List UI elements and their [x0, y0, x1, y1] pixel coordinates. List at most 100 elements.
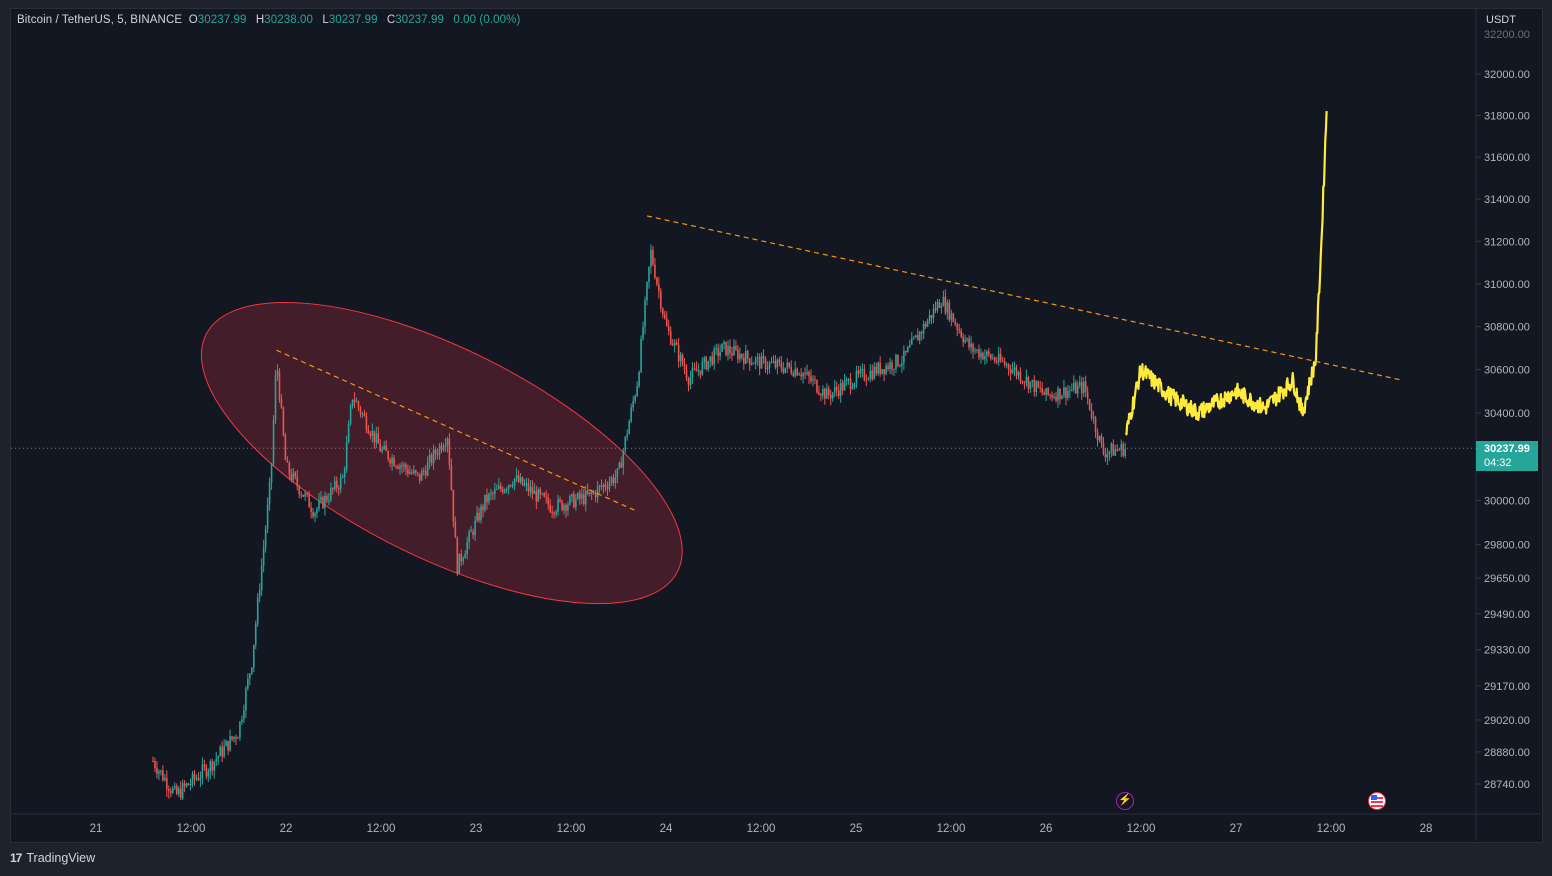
candle [1084, 375, 1087, 398]
candle-body [179, 788, 182, 799]
candle-body [644, 300, 646, 327]
candle-body [1027, 376, 1030, 389]
symbol-title[interactable]: Bitcoin / TetherUS, 5, BINANCE [17, 14, 183, 26]
candle-body [786, 362, 789, 368]
candle-body [881, 369, 883, 374]
candle [365, 412, 368, 434]
candle [468, 529, 470, 549]
candle [322, 495, 324, 510]
candle-body [865, 379, 868, 381]
candle-body [1098, 435, 1101, 441]
candle-body [636, 385, 638, 396]
candle-body [871, 370, 874, 379]
candle [367, 424, 370, 435]
candle [1031, 379, 1034, 388]
candle-body [752, 363, 755, 365]
candle [179, 781, 182, 800]
candle [488, 492, 490, 505]
candle [782, 361, 785, 375]
candle [397, 464, 399, 470]
chart-panel[interactable] [10, 8, 1543, 843]
candle-body [824, 388, 826, 399]
candle-body [197, 778, 200, 780]
candle-body [517, 475, 520, 482]
candle [995, 356, 998, 365]
candle-body [1069, 390, 1071, 392]
tradingview-branding[interactable]: 17 TradingView [10, 851, 95, 865]
candle-body [330, 488, 332, 501]
candle [567, 501, 569, 516]
candle [644, 296, 646, 335]
candle [968, 335, 970, 351]
close-label: C [386, 14, 396, 26]
candle-body [474, 520, 476, 535]
candle-body [715, 347, 717, 349]
candle-body [448, 438, 451, 465]
candle [363, 409, 366, 417]
candle-body [547, 497, 549, 505]
us-flag-event-icon[interactable] [1368, 792, 1386, 810]
candle [739, 347, 741, 363]
candle-body [385, 445, 387, 452]
candle [258, 583, 261, 603]
candle [891, 359, 893, 375]
candle [754, 356, 757, 370]
candle [944, 289, 947, 316]
candle [768, 360, 771, 374]
candle-body [756, 357, 759, 359]
candle [450, 458, 453, 491]
candle-body [571, 494, 573, 497]
candle [262, 539, 265, 573]
candle-body [420, 470, 423, 481]
candle-body [442, 447, 445, 451]
candle-body [561, 500, 563, 510]
candle-body [158, 771, 160, 774]
candle-body [314, 513, 316, 517]
price-axis-unit[interactable]: USDT [1486, 14, 1516, 26]
candle-body [278, 370, 281, 400]
candle-body [1017, 372, 1020, 376]
candle-body [389, 459, 391, 464]
candle [1053, 393, 1055, 400]
candle [1049, 393, 1051, 400]
candle [1080, 376, 1083, 401]
candle [312, 507, 314, 519]
candle-body [750, 363, 753, 365]
candle-body [294, 472, 297, 477]
candle-body [450, 464, 453, 490]
candle [282, 406, 285, 437]
candle [780, 356, 783, 373]
trendline [646, 215, 1404, 382]
candle-body [335, 480, 338, 489]
candle-body [579, 493, 581, 499]
candle-body [660, 291, 662, 309]
candle-body [397, 466, 399, 469]
candle-body [758, 357, 761, 369]
open-value: 30237.99 [197, 14, 247, 26]
candle [1043, 389, 1045, 396]
candle [326, 493, 328, 504]
candle-body [555, 511, 557, 515]
projection-path [1124, 111, 1328, 436]
candle-body [920, 331, 923, 334]
candle-body [1096, 431, 1099, 441]
candle-body [727, 345, 729, 356]
candle [383, 440, 385, 451]
candle-body [418, 473, 421, 481]
candle [391, 453, 393, 471]
candle [1100, 433, 1103, 448]
candle-body [239, 721, 241, 738]
candle [1067, 384, 1069, 401]
candle [1106, 448, 1109, 466]
candle [1088, 398, 1091, 411]
lightning-event-icon[interactable]: ⚡ [1116, 792, 1134, 810]
candle [818, 385, 820, 396]
candle-body [387, 451, 389, 460]
candle-body [1007, 364, 1010, 370]
candle-body [286, 460, 289, 463]
annotations [276, 111, 1404, 513]
price-tick-label: 31200.00 [1484, 236, 1530, 248]
candle [584, 485, 587, 512]
candle [335, 476, 338, 493]
